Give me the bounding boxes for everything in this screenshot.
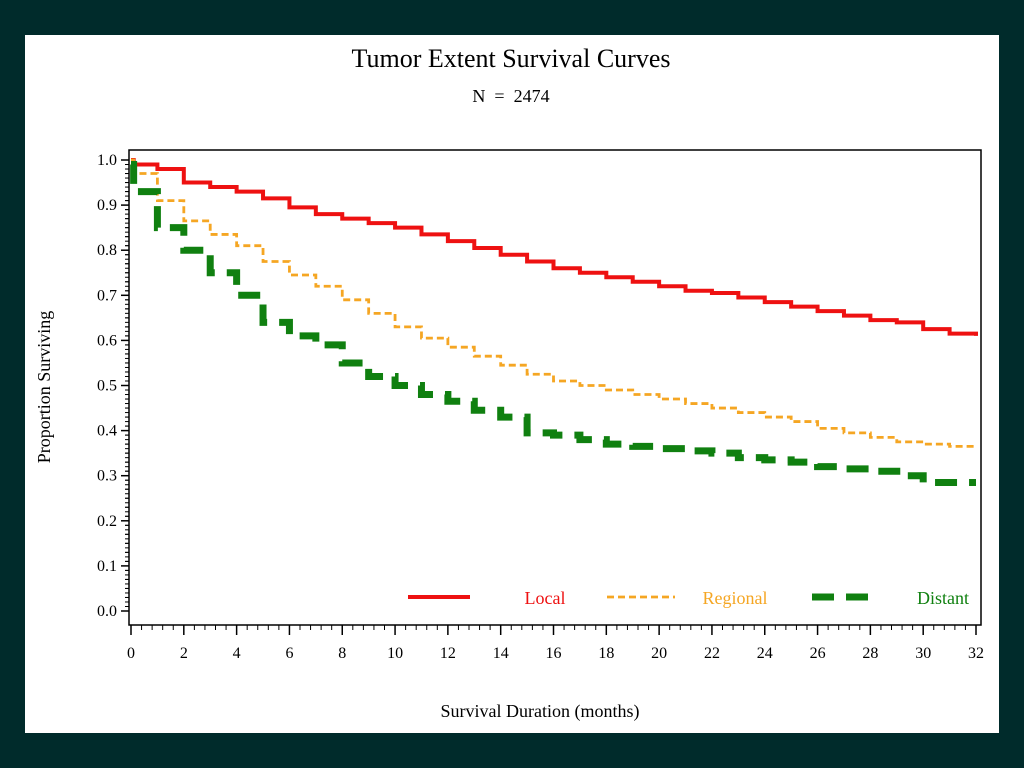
y-tick-label: 0.4 [97, 423, 117, 440]
survival-chart: Tumor Extent Survival Curves N = 2474 0.… [34, 44, 984, 722]
x-tick-label: 22 [704, 645, 720, 662]
y-tick-label: 0.2 [97, 513, 117, 530]
y-tick-label: 0.3 [97, 468, 117, 485]
chart-panel: Tumor Extent Survival Curves N = 2474 0.… [25, 35, 999, 733]
x-tick-label: 2 [180, 645, 188, 662]
y-axis-label: Proportion Surviving [34, 311, 54, 464]
y-tick-label: 0.6 [97, 332, 117, 349]
x-tick-label: 0 [127, 645, 135, 662]
x-axis-label: Survival Duration (months) [441, 701, 640, 722]
x-tick-label: 28 [862, 645, 878, 662]
series-line-local [131, 158, 978, 336]
legend: Local Regional Distant [408, 588, 969, 608]
y-tick-label: 0.0 [97, 603, 117, 620]
legend-label-distant: Distant [917, 588, 969, 608]
y-tick-label: 0.8 [97, 242, 117, 259]
x-tick-label: 8 [338, 645, 346, 662]
series-line-regional [131, 158, 976, 448]
y-tick-label: 0.9 [97, 197, 117, 214]
x-tick-label: 12 [440, 645, 456, 662]
x-tick-label: 18 [598, 645, 614, 662]
y-tick-label: 0.7 [97, 287, 117, 304]
legend-label-local: Local [525, 588, 566, 608]
x-tick-label: 16 [546, 645, 562, 662]
x-tick-label: 4 [233, 645, 241, 662]
x-tick-label: 6 [285, 645, 293, 662]
chart-subtitle: N = 2474 [472, 86, 549, 106]
x-tick-label: 32 [968, 645, 984, 662]
x-axis: 0 2 4 6 8 10 12 14 16 18 20 22 24 26 28 30 32 [127, 625, 984, 662]
x-tick-label: 30 [915, 645, 931, 662]
y-tick-label: 0.5 [97, 378, 117, 395]
x-tick-label: 10 [387, 645, 403, 662]
chart-title: Tumor Extent Survival Curves [352, 44, 671, 73]
x-tick-label: 26 [810, 645, 826, 662]
y-tick-label: 0.1 [97, 558, 117, 575]
x-tick-label: 20 [651, 645, 667, 662]
legend-label-regional: Regional [703, 588, 768, 608]
series-layer [130, 158, 978, 486]
series-line-distant [130, 161, 976, 486]
y-tick-label: 1.0 [97, 152, 117, 169]
x-tick-label: 14 [493, 645, 509, 662]
y-axis: 0.0 0.1 0.2 0.3 0.4 0.5 0.6 0.7 0.8 0.9 1.0 [97, 152, 129, 620]
plot-frame [128, 149, 982, 626]
x-tick-label: 24 [757, 645, 773, 662]
